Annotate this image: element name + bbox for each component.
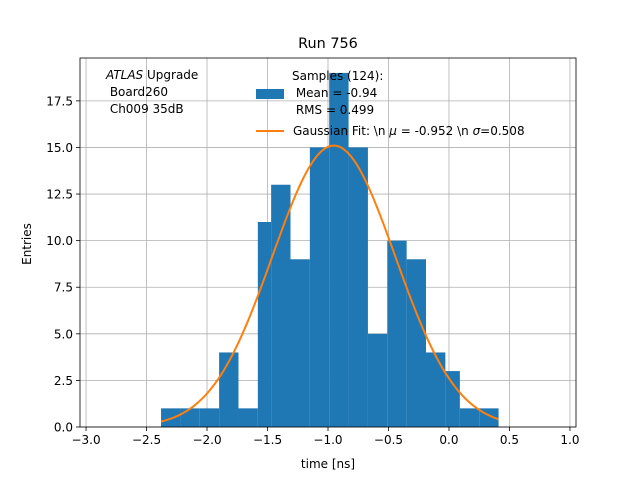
- y-tick-label: 15.0: [46, 141, 73, 155]
- x-tick-label: −2.0: [192, 433, 221, 447]
- x-tick-label: −1.0: [313, 433, 342, 447]
- histogram-bar: [445, 371, 460, 427]
- gaussian-fit-curve: [160, 144, 499, 423]
- y-tick-label: 0.0: [54, 421, 73, 435]
- atlas-annotation: ATLAS Upgrade Board260 Ch009 35dB: [105, 68, 198, 116]
- legend-histogram-swatch: [256, 89, 284, 99]
- x-tick-label: 1.0: [560, 433, 579, 447]
- x-tick-label: 0.5: [500, 433, 519, 447]
- histogram-bar: [271, 184, 291, 427]
- histogram-bar: [309, 147, 330, 428]
- chart-title: Run 756: [298, 36, 358, 52]
- histogram-bar: [459, 408, 480, 427]
- histogram-bar: [329, 72, 349, 427]
- histogram-bar: [290, 259, 310, 427]
- legend-fit-sigma-value: =0.508: [480, 124, 524, 138]
- annotation-line-1: ATLAS Upgrade: [105, 68, 198, 82]
- y-tick-label: 7.5: [54, 281, 73, 295]
- x-axis-ticks: −3.0 −2.5 −2.0 −1.5 −1.0 −0.5 0.0 0.5 1.0: [71, 427, 579, 447]
- annotation-atlas: ATLAS: [105, 68, 144, 82]
- legend-histogram-line-1: Samples (124):: [292, 69, 383, 83]
- legend-histogram-line-3: RMS = 0.499: [292, 103, 374, 117]
- y-tick-label: 10.0: [46, 234, 73, 248]
- legend-fit-label: Gaussian Fit: \n μ = -0.952 \n σ=0.508: [293, 124, 525, 138]
- legend-fit-mu-symbol: μ: [388, 124, 397, 138]
- legend-fit-sigma-symbol: σ: [473, 124, 481, 138]
- histogram-bar: [367, 333, 388, 427]
- annotation-upgrade: Upgrade: [143, 68, 198, 82]
- x-tick-label: −2.5: [132, 433, 161, 447]
- x-axis-label: time [ns]: [301, 457, 355, 471]
- legend-histogram-line-2: Mean = -0.94: [292, 86, 377, 100]
- x-tick-label: 0.0: [439, 433, 458, 447]
- y-tick-label: 17.5: [46, 94, 73, 108]
- legend: Samples (124): Mean = -0.94 RMS = 0.499 …: [256, 69, 525, 138]
- histogram-bar: [425, 352, 446, 427]
- legend-fit-mu-value: = -0.952 \n: [397, 124, 473, 138]
- x-tick-label: −0.5: [374, 433, 403, 447]
- histogram-bar: [257, 222, 272, 427]
- histogram-bar: [406, 259, 426, 427]
- histogram-bar: [238, 408, 258, 427]
- x-tick-label: −3.0: [71, 433, 100, 447]
- histogram-bar: [348, 147, 368, 428]
- y-tick-label: 12.5: [46, 188, 73, 202]
- y-axis-ticks: 0.0 2.5 5.0 7.5 10.0 12.5 15.0 17.5: [46, 94, 80, 435]
- annotation-line-3: Ch009 35dB: [106, 102, 184, 116]
- annotation-line-2: Board260: [106, 85, 168, 99]
- histogram-bar: [387, 240, 407, 427]
- legend-fit-prefix: Gaussian Fit: \n: [293, 124, 389, 138]
- y-axis-label: Entries: [20, 223, 34, 265]
- histogram-bar: [180, 408, 200, 427]
- y-tick-label: 2.5: [54, 374, 73, 388]
- y-tick-label: 5.0: [54, 327, 73, 341]
- histogram-bar: [199, 408, 220, 427]
- x-tick-label: −1.5: [253, 433, 282, 447]
